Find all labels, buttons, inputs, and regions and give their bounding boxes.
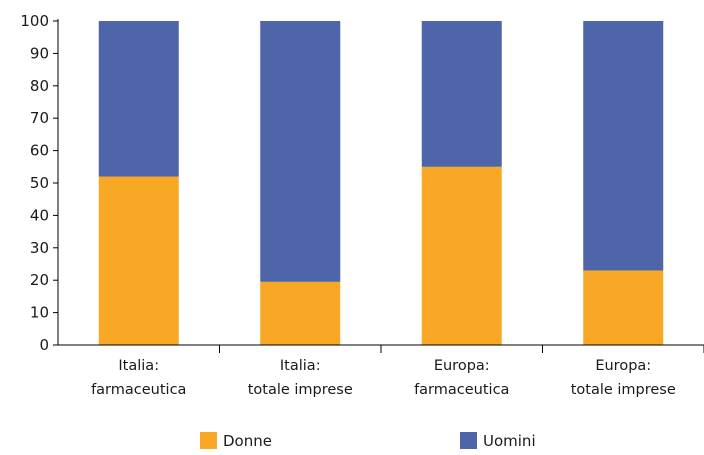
y-tick-label: 100	[20, 12, 49, 30]
y-tick-label: 0	[39, 336, 49, 354]
x-tick-label: Italia:	[280, 358, 321, 374]
legend-label-donne: Donne	[223, 432, 272, 450]
bar-uomini-1	[260, 21, 341, 282]
x-tick-label: Italia:	[118, 358, 159, 374]
y-tick-label: 80	[30, 77, 49, 95]
legend-swatch-donne	[200, 432, 217, 449]
y-tick-label: 90	[30, 44, 49, 62]
axes: 0 10 20 30 40 50 60 70 80 90 100 Italia: farmaceutic…	[20, 12, 704, 398]
legend: Donne Uomini	[200, 432, 536, 450]
bars	[98, 21, 664, 345]
x-tick-label: farmaceutica	[414, 382, 509, 398]
bar-donne-2	[421, 166, 502, 345]
bar-uomini-3	[583, 21, 664, 271]
y-tick-label: 10	[30, 304, 49, 322]
legend-swatch-uomini	[460, 432, 477, 449]
y-tick-label: 20	[30, 271, 49, 289]
y-tick-label: 30	[30, 239, 49, 257]
x-tick-label: Europa:	[434, 358, 490, 374]
legend-label-uomini: Uomini	[483, 432, 536, 450]
bar-donne-0	[98, 176, 179, 345]
x-tick-label: Europa:	[595, 358, 651, 374]
x-tick-label: totale imprese	[571, 382, 676, 398]
y-tick-label: 50	[30, 174, 49, 192]
x-tick-label: farmaceutica	[91, 382, 186, 398]
bar-uomini-2	[421, 21, 502, 167]
y-tick-label: 40	[30, 206, 49, 224]
bar-uomini-0	[98, 21, 179, 177]
y-tick-label: 70	[30, 109, 49, 127]
x-tick-label: totale imprese	[248, 382, 353, 398]
y-tick-label: 60	[30, 142, 49, 160]
bar-donne-3	[583, 270, 664, 345]
bar-donne-1	[260, 281, 341, 345]
